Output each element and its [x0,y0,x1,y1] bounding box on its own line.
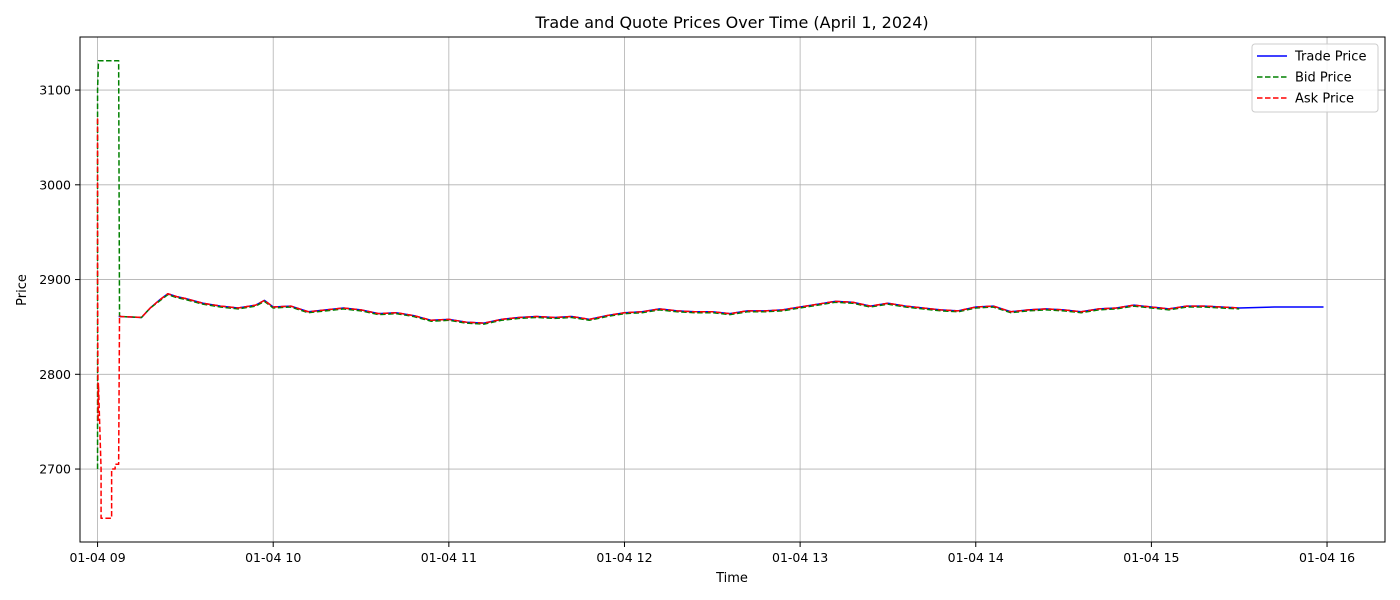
x-tick-label: 01-04 15 [1123,550,1179,565]
plot-frame [79,36,1386,543]
y-axis-label: Price [15,274,30,306]
legend-entry: Bid Price [1295,71,1352,86]
y-tick-label: 2700 [39,462,71,477]
grid [80,37,1385,542]
y-axis-ticks: 2700 2800 2900 3000 3100 [39,83,80,477]
series-line-ask-price [96,118,1240,520]
series-lines [96,59,1324,520]
legend-entry: Trade Price [1294,50,1366,65]
y-tick-label: 2800 [39,367,71,382]
y-tick-label: 3100 [39,83,71,98]
series-line-bid-price [96,59,1240,470]
y-tick-label: 2900 [39,272,71,287]
y-tick-label: 3000 [39,177,71,192]
x-tick-label: 01-04 10 [245,550,301,565]
x-tick-label: 01-04 09 [69,550,125,565]
x-axis-label: Time [715,571,748,586]
x-tick-label: 01-04 12 [596,550,652,565]
chart-title: Trade and Quote Prices Over Time (April … [534,13,928,32]
x-tick-label: 01-04 13 [772,550,828,565]
legend: Trade Price Bid Price Ask Price [1251,43,1379,113]
x-axis-ticks: 01-04 09 01-04 10 01-04 11 01-04 12 01-04 13… [69,542,1355,565]
legend-box [1251,43,1379,113]
x-tick-label: 01-04 16 [1299,550,1355,565]
legend-entry: Ask Price [1295,92,1354,107]
x-tick-label: 01-04 11 [421,550,477,565]
x-tick-label: 01-04 14 [948,550,1004,565]
